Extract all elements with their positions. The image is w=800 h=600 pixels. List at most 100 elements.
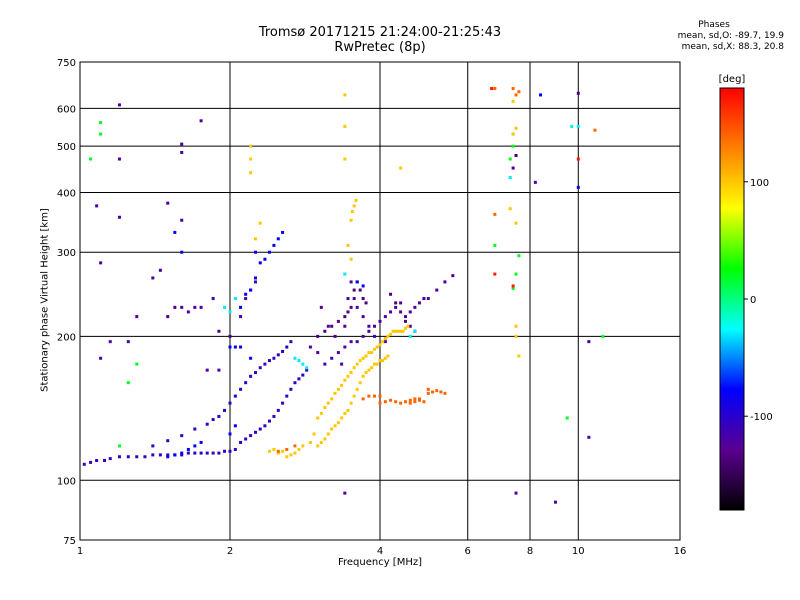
data-point <box>217 414 221 418</box>
data-point <box>493 272 497 276</box>
data-point <box>349 401 353 405</box>
data-point <box>576 185 580 189</box>
data-point <box>336 319 340 323</box>
data-point <box>343 491 347 495</box>
data-point <box>228 334 232 338</box>
data-point <box>370 351 374 355</box>
data-point <box>349 305 353 309</box>
data-point <box>239 315 243 319</box>
data-point <box>297 359 301 363</box>
data-point <box>394 301 398 305</box>
data-point <box>403 400 407 404</box>
data-point <box>180 150 184 154</box>
data-point <box>514 93 518 97</box>
data-point <box>399 329 403 333</box>
data-point <box>293 451 297 455</box>
data-point <box>367 368 371 372</box>
data-point <box>333 424 337 428</box>
data-point <box>364 354 368 358</box>
data-point <box>361 334 365 338</box>
data-point <box>514 324 518 328</box>
colorbar-tick-label: 0 <box>750 295 756 306</box>
data-point <box>330 427 334 431</box>
data-point <box>399 166 403 170</box>
data-point <box>319 305 323 309</box>
data-point <box>352 394 356 398</box>
data-point <box>99 356 103 360</box>
data-point <box>166 455 170 459</box>
data-point <box>330 356 334 360</box>
data-point <box>361 315 365 319</box>
data-point <box>249 374 253 378</box>
data-point <box>173 305 177 309</box>
data-point <box>285 447 289 451</box>
data-point <box>166 201 170 205</box>
data-point <box>186 451 190 455</box>
data-point <box>373 362 377 366</box>
data-point <box>508 175 512 179</box>
data-point <box>249 157 253 161</box>
data-point <box>349 340 353 344</box>
data-point <box>514 126 518 130</box>
data-point <box>340 416 344 420</box>
data-point <box>367 329 371 333</box>
data-point <box>281 401 285 405</box>
data-point <box>99 261 103 265</box>
data-point <box>326 324 330 328</box>
data-point <box>253 237 257 241</box>
data-point <box>373 324 377 328</box>
data-point <box>517 254 521 258</box>
data-point <box>443 280 447 284</box>
data-point <box>413 400 417 404</box>
data-point <box>316 444 320 448</box>
data-point <box>233 424 237 428</box>
data-point <box>343 157 347 161</box>
data-point <box>514 154 518 158</box>
data-point <box>358 359 362 363</box>
data-point <box>117 215 121 219</box>
data-point <box>253 371 257 375</box>
data-point <box>326 432 330 436</box>
data-point <box>517 354 521 358</box>
data-point <box>233 345 237 349</box>
data-point <box>422 297 426 301</box>
data-point <box>514 334 518 338</box>
phase-stats: Phases mean, sd,O: -89.7, 19.9 mean, sd,… <box>584 20 784 53</box>
data-point <box>336 387 340 391</box>
data-point <box>383 340 387 344</box>
data-point <box>352 366 356 370</box>
data-point <box>343 315 347 319</box>
data-point <box>435 288 439 292</box>
data-point <box>343 345 347 349</box>
data-point <box>435 389 439 393</box>
data-point <box>244 292 248 296</box>
data-point <box>223 408 227 412</box>
data-point <box>108 457 112 461</box>
data-point <box>158 268 162 272</box>
data-point <box>217 329 221 333</box>
data-point <box>378 319 382 323</box>
y-axis-label: Stationary phase Virtual Height [km] <box>39 208 51 392</box>
data-point <box>375 362 379 366</box>
phase-stats-heading: Phases <box>698 20 730 30</box>
data-point <box>539 93 543 97</box>
data-point <box>576 157 580 161</box>
data-point <box>330 397 334 401</box>
y-tick-label: 75 <box>63 536 76 547</box>
data-point <box>565 416 569 420</box>
data-point <box>82 462 86 466</box>
data-point <box>358 288 362 292</box>
data-point <box>343 324 347 328</box>
data-point <box>493 243 497 247</box>
data-point <box>263 424 267 428</box>
data-point <box>319 411 323 415</box>
data-point <box>323 405 327 409</box>
data-point <box>389 398 393 402</box>
data-point <box>193 444 197 448</box>
data-point <box>413 397 417 401</box>
data-point <box>166 453 170 457</box>
data-point <box>408 398 412 402</box>
data-point <box>352 288 356 292</box>
data-point <box>253 250 257 254</box>
